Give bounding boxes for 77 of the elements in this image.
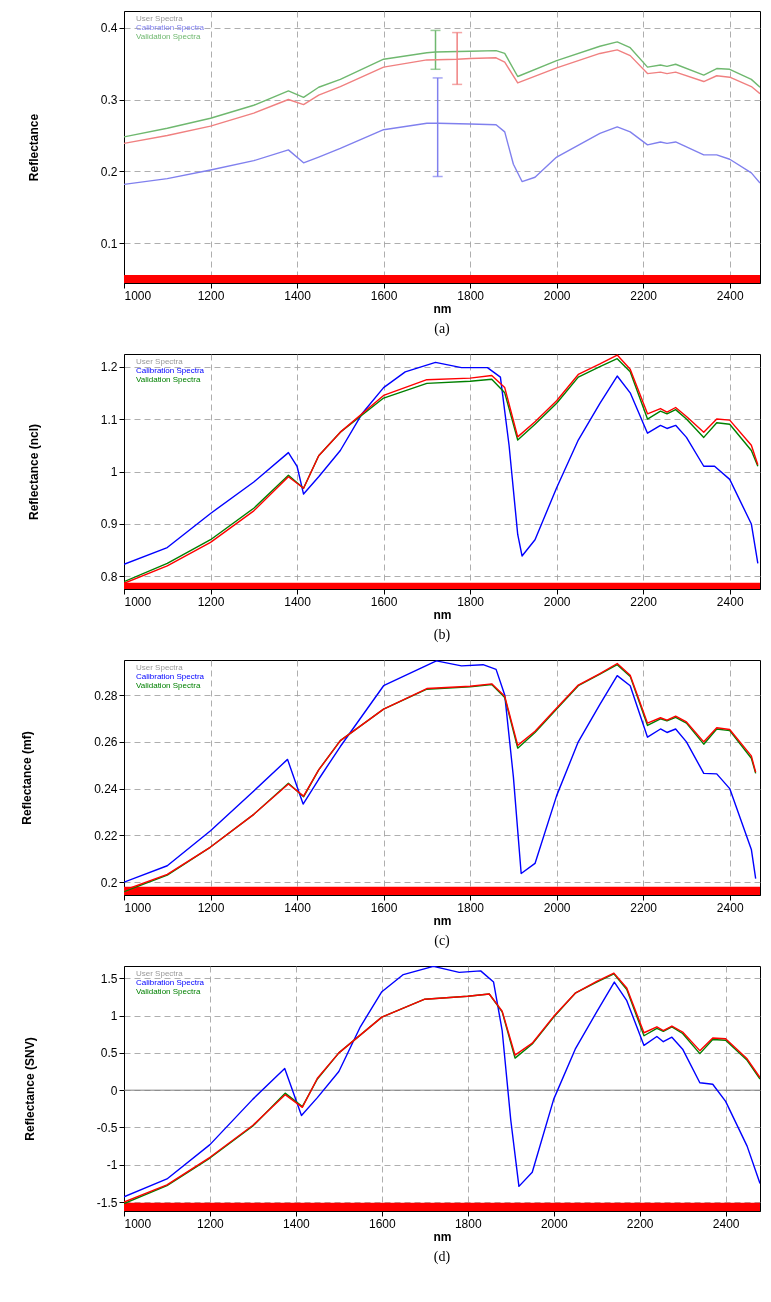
y-tick-label: 0.2 xyxy=(100,875,118,890)
y-tick-label: 1.1 xyxy=(100,412,118,427)
x-tick-label: 2400 xyxy=(716,288,744,303)
x-tick-label: 2400 xyxy=(716,900,744,915)
annotation: User Spectra xyxy=(136,14,184,23)
x-tick-label: 1600 xyxy=(368,1216,397,1231)
x-tick-label: 1000 xyxy=(124,900,152,915)
x-tick-label: 1000 xyxy=(124,1216,152,1231)
y-axis-title: Reflectance xyxy=(26,113,41,182)
x-tick-label: 1600 xyxy=(370,288,398,303)
x-tick-label: 1400 xyxy=(284,288,312,303)
y-tick-label: 1 xyxy=(110,465,118,479)
x-tick-label: 2000 xyxy=(543,288,571,303)
y-tick-label: 0 xyxy=(110,1083,118,1098)
x-tick-label: 1800 xyxy=(454,1216,482,1231)
x-axis-title: nm xyxy=(433,1229,452,1244)
y-axis-title: Reflectance (mf) xyxy=(20,731,35,825)
x-tick-label: 1200 xyxy=(197,288,225,303)
y-tick-label: 0.2 xyxy=(100,164,118,179)
annotation: User Spectra xyxy=(136,357,184,366)
text: (c) xyxy=(434,933,451,949)
text: (d) xyxy=(433,1249,451,1265)
x-tick-label: 1600 xyxy=(370,594,398,609)
x-axis-title: nm xyxy=(433,913,452,928)
annotation: User Spectra xyxy=(136,663,184,672)
x-tick-label: 2200 xyxy=(626,1216,654,1231)
x-tick-label: 1000 xyxy=(124,594,152,609)
x-tick-label: 1800 xyxy=(457,900,485,915)
y-tick-label: 0.9 xyxy=(100,517,118,532)
x-tick-label: 2400 xyxy=(712,1216,740,1231)
y-tick-label: 0.24 xyxy=(94,782,118,797)
x-tick-label: 2000 xyxy=(540,1216,568,1231)
x-tick-label: 1400 xyxy=(283,1216,311,1231)
text: Calibration Spectra xyxy=(136,366,205,375)
text: (a) xyxy=(434,321,451,337)
x-tick-label: 1600 xyxy=(370,900,398,915)
y-tick-label: -0.5 xyxy=(96,1120,118,1135)
x-tick-label: 1200 xyxy=(197,594,225,609)
text: Validation Spectra xyxy=(136,32,201,41)
text: Calibration Spectra xyxy=(136,23,205,32)
y-tick-label: 0.3 xyxy=(100,93,118,108)
y-tick-label: -1.5 xyxy=(96,1195,118,1210)
x-axis-title: nm xyxy=(433,607,452,622)
y-tick-label: 1 xyxy=(110,1009,118,1024)
y-tick-label: 0.1 xyxy=(100,236,118,251)
text: Calibration Spectra xyxy=(136,672,205,681)
x-tick-label: 2000 xyxy=(543,594,571,609)
text: Calibration Spectra xyxy=(136,978,205,987)
x-tick-label: 1400 xyxy=(284,900,312,915)
x-tick-label: 2000 xyxy=(543,900,571,915)
text: Validation Spectra xyxy=(136,681,201,690)
text: Validation Spectra xyxy=(136,375,201,384)
y-axis-title: Reflectance (ncl) xyxy=(26,423,41,521)
y-tick-label: 1.5 xyxy=(100,971,118,986)
x-axis-title: nm xyxy=(433,301,452,316)
y-tick-label: 1.2 xyxy=(100,360,118,375)
x-tick-label: 1200 xyxy=(197,900,225,915)
x-tick-label: 1000 xyxy=(124,288,152,303)
y-tick-label: 0.22 xyxy=(94,828,118,843)
text: Validation Spectra xyxy=(136,987,201,996)
x-tick-label: 2200 xyxy=(630,288,658,303)
x-tick-label: 1800 xyxy=(457,288,485,303)
x-tick-label: 2200 xyxy=(630,900,658,915)
annotation: User Spectra xyxy=(136,969,184,978)
x-tick-label: 1200 xyxy=(197,1216,225,1231)
y-tick-label: 0.4 xyxy=(100,21,118,36)
y-tick-label: 0.5 xyxy=(100,1046,118,1061)
y-tick-label: 0.28 xyxy=(94,688,118,703)
y-tick-label: -1 xyxy=(106,1158,118,1173)
y-tick-label: 0.8 xyxy=(100,569,118,584)
y-tick-label: 0.26 xyxy=(94,735,118,750)
x-tick-label: 1800 xyxy=(457,594,485,609)
x-tick-label: 2400 xyxy=(716,594,744,609)
text: (b) xyxy=(433,627,451,643)
x-tick-label: 1400 xyxy=(284,594,312,609)
y-axis-title: Reflectance (SNV) xyxy=(22,1037,37,1141)
x-tick-label: 2200 xyxy=(630,594,658,609)
